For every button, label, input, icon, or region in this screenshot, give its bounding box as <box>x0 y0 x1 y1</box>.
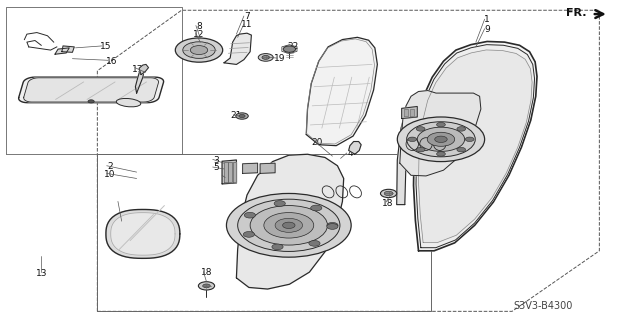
Circle shape <box>190 46 208 54</box>
Circle shape <box>274 201 286 206</box>
Circle shape <box>175 38 222 62</box>
Circle shape <box>309 241 320 246</box>
Polygon shape <box>232 162 236 182</box>
Circle shape <box>384 191 393 196</box>
Text: 12: 12 <box>193 30 205 39</box>
Circle shape <box>381 189 397 197</box>
Circle shape <box>250 205 328 245</box>
Text: 6: 6 <box>222 172 228 180</box>
Circle shape <box>202 284 210 288</box>
Text: 4: 4 <box>347 149 352 158</box>
Polygon shape <box>19 77 164 103</box>
Polygon shape <box>400 91 481 176</box>
Polygon shape <box>55 48 69 54</box>
Text: 21: 21 <box>231 111 242 120</box>
Text: 3: 3 <box>213 156 219 164</box>
Polygon shape <box>139 64 149 75</box>
Circle shape <box>398 117 484 162</box>
Text: 7: 7 <box>244 12 250 21</box>
Text: 10: 10 <box>104 170 116 179</box>
Circle shape <box>244 212 256 218</box>
Circle shape <box>416 127 425 131</box>
Polygon shape <box>306 37 378 146</box>
Circle shape <box>465 137 474 141</box>
Text: 22: 22 <box>287 42 298 52</box>
Circle shape <box>238 199 340 252</box>
Circle shape <box>198 282 214 290</box>
Polygon shape <box>228 162 232 182</box>
Circle shape <box>264 212 314 238</box>
Circle shape <box>182 42 215 58</box>
Circle shape <box>239 115 245 118</box>
Text: 1: 1 <box>484 15 490 24</box>
Text: 17: 17 <box>132 65 144 74</box>
Polygon shape <box>416 45 534 248</box>
Polygon shape <box>260 163 275 173</box>
Circle shape <box>311 205 322 211</box>
Text: 5: 5 <box>213 164 219 172</box>
Text: 9: 9 <box>484 25 490 34</box>
Polygon shape <box>106 210 180 258</box>
Text: 8: 8 <box>196 22 202 31</box>
Circle shape <box>437 152 446 156</box>
Text: 11: 11 <box>241 20 252 29</box>
Circle shape <box>262 55 269 59</box>
Ellipse shape <box>116 99 141 107</box>
Circle shape <box>275 218 302 232</box>
Circle shape <box>435 136 447 142</box>
Text: 14: 14 <box>120 218 131 227</box>
Polygon shape <box>236 154 344 289</box>
Text: 16: 16 <box>106 57 118 66</box>
Polygon shape <box>224 162 228 182</box>
Circle shape <box>418 127 464 151</box>
Circle shape <box>457 127 466 131</box>
Text: 2: 2 <box>107 162 112 171</box>
Polygon shape <box>242 163 258 173</box>
Circle shape <box>282 222 295 228</box>
Circle shape <box>243 231 254 237</box>
Polygon shape <box>62 46 74 52</box>
Circle shape <box>283 46 296 52</box>
Circle shape <box>236 113 248 119</box>
Circle shape <box>88 100 94 103</box>
Polygon shape <box>222 160 236 184</box>
Polygon shape <box>224 33 251 64</box>
Circle shape <box>416 148 425 152</box>
Text: 13: 13 <box>36 268 47 278</box>
Circle shape <box>408 137 417 141</box>
Polygon shape <box>136 68 144 93</box>
Circle shape <box>226 194 351 257</box>
Circle shape <box>272 244 283 250</box>
Text: 20: 20 <box>312 138 323 147</box>
Polygon shape <box>414 42 537 251</box>
Text: S3V3-B4300: S3V3-B4300 <box>514 301 573 311</box>
Polygon shape <box>402 107 418 119</box>
Polygon shape <box>111 213 175 255</box>
Polygon shape <box>397 96 420 204</box>
Polygon shape <box>349 141 361 154</box>
Polygon shape <box>404 109 408 116</box>
Text: 15: 15 <box>100 42 111 52</box>
Polygon shape <box>24 78 159 102</box>
Circle shape <box>428 132 454 146</box>
Text: 18: 18 <box>201 268 212 277</box>
Circle shape <box>457 148 466 152</box>
Circle shape <box>437 123 446 127</box>
Polygon shape <box>419 50 532 243</box>
Polygon shape <box>410 109 414 116</box>
Text: FR.: FR. <box>566 8 587 19</box>
Circle shape <box>407 122 475 157</box>
Text: 18: 18 <box>382 198 393 207</box>
Circle shape <box>327 222 338 228</box>
Circle shape <box>327 224 338 229</box>
Text: 19: 19 <box>274 54 286 63</box>
Circle shape <box>258 53 273 61</box>
